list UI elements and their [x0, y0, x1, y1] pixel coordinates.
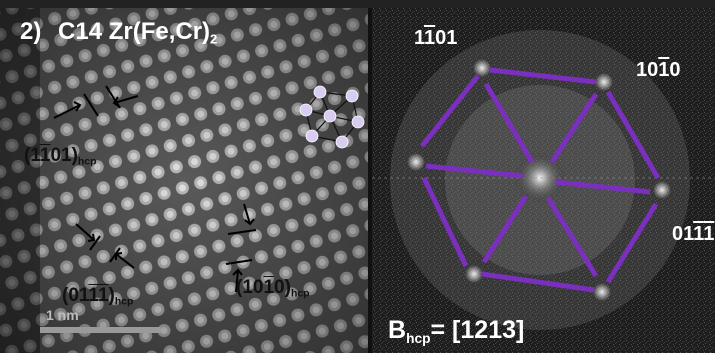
fft-label-1-101: 1101 [414, 27, 458, 49]
structure-inset [299, 85, 365, 149]
atom-dot [299, 103, 313, 117]
top-border [0, 0, 715, 8]
fft-label-01-1-1: 0111 [672, 223, 715, 245]
panel-number: 2) [20, 18, 42, 45]
arrow [53, 104, 81, 119]
tick [227, 229, 257, 235]
arrow [75, 223, 95, 241]
overlay-line [605, 90, 661, 180]
overlay-line [489, 67, 597, 85]
atom-dot [313, 85, 327, 99]
material-formula: C14 Zr(Fe,Cr) [58, 18, 211, 45]
arrow [243, 203, 251, 225]
overlay-line [425, 163, 525, 179]
zone-axis-label: Bhcp= [1213] [388, 316, 525, 346]
hexagon-overlay [420, 67, 661, 293]
overlay-line [545, 196, 599, 278]
panel-title: 2) C14 Zr(Fe,Cr)2 [20, 20, 217, 46]
atom-dot [351, 115, 365, 129]
hrtem-image [0, 8, 370, 353]
arrow [115, 253, 135, 269]
fft-spot [653, 181, 671, 199]
scale-bar-label: 1 nm [46, 307, 79, 323]
tick [83, 93, 99, 117]
overlay-line [420, 74, 480, 148]
plane-label-10-10: (1010)hcp [236, 277, 310, 300]
tick [225, 259, 253, 265]
overlay-line [481, 271, 595, 293]
overlay-line [549, 92, 599, 164]
atom-dot [335, 135, 349, 149]
overlay-line [421, 176, 469, 268]
overlay-line [481, 194, 529, 264]
overlay-line [483, 82, 535, 164]
tick [89, 235, 101, 251]
scale-bar [40, 327, 161, 333]
fft-spot [465, 265, 483, 283]
arrow [113, 95, 139, 104]
plane-arrows [53, 85, 257, 293]
fft-spot [595, 73, 613, 91]
atom-dot [345, 89, 359, 103]
fft-label-10-10: 1010 [636, 59, 681, 81]
plane-label-01-1-1: (0111)hcp [62, 285, 134, 308]
overlay-line [605, 202, 659, 284]
atom-dot [323, 109, 337, 123]
fft-spot [593, 283, 611, 301]
fft-spot [407, 153, 425, 171]
arrow [235, 269, 239, 293]
fft-spot [473, 59, 491, 77]
panel-divider [368, 8, 372, 353]
plane-label-1-101: (1101)hcp [24, 145, 97, 168]
atom-dot [305, 129, 319, 143]
overlay-line [555, 179, 651, 195]
formula-subscript: 2 [210, 31, 218, 47]
